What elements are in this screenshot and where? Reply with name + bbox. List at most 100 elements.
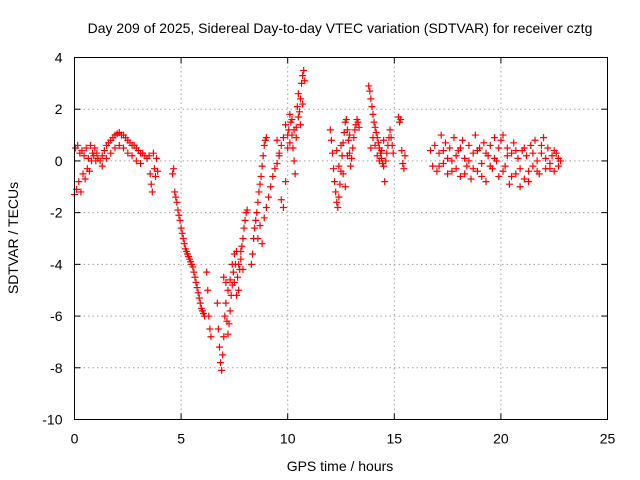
data-point <box>239 235 247 242</box>
data-point <box>342 116 350 124</box>
data-point <box>382 157 390 165</box>
data-point <box>514 154 522 162</box>
chart-title: Day 209 of 2025, Sidereal Day-to-day VTE… <box>88 20 593 36</box>
data-point <box>533 157 541 165</box>
data-point <box>259 152 267 160</box>
data-point <box>253 209 261 217</box>
data-point <box>508 172 516 180</box>
data-point <box>380 162 388 170</box>
data-point <box>145 152 153 160</box>
data-point <box>273 136 281 144</box>
data-point <box>204 286 212 294</box>
data-point <box>375 157 383 165</box>
data-point <box>369 110 377 118</box>
data-point <box>219 351 227 359</box>
data-point <box>431 141 439 149</box>
data-point <box>146 170 154 178</box>
data-point <box>429 162 437 170</box>
data-point <box>354 118 362 126</box>
data-point <box>478 160 486 168</box>
data-point <box>74 141 82 149</box>
y-tick-label: -8 <box>50 360 63 376</box>
data-point <box>370 118 378 126</box>
data-point <box>174 206 182 214</box>
data-point <box>335 162 343 170</box>
y-tick-label: 0 <box>55 153 63 169</box>
data-point <box>529 162 537 170</box>
data-point <box>529 149 537 157</box>
data-point <box>503 152 511 160</box>
data-point <box>482 178 490 186</box>
data-point <box>401 152 409 160</box>
data-point <box>520 175 528 183</box>
data-point <box>520 144 528 152</box>
data-point <box>335 193 343 201</box>
data-point <box>383 149 391 157</box>
data-point <box>441 139 449 147</box>
data-point <box>240 224 248 232</box>
data-point <box>381 178 389 186</box>
data-point <box>299 72 307 80</box>
data-point <box>277 196 285 204</box>
data-point <box>296 95 304 103</box>
y-tick-label: 2 <box>55 101 63 117</box>
data-point <box>229 268 237 276</box>
data-point <box>350 134 358 142</box>
data-point <box>233 291 241 299</box>
data-point <box>214 325 222 333</box>
data-point <box>546 165 554 173</box>
data-point <box>469 149 477 157</box>
data-point <box>503 144 511 152</box>
data-point <box>85 167 93 175</box>
data-point <box>452 165 460 173</box>
data-point <box>380 136 388 144</box>
data-point <box>343 126 351 134</box>
data-point <box>327 136 335 144</box>
data-point <box>482 149 490 157</box>
data-point <box>222 278 230 286</box>
data-point <box>433 167 441 175</box>
data-point <box>178 229 186 237</box>
data-point <box>465 157 473 165</box>
data-point <box>282 178 290 186</box>
data-point <box>491 134 499 142</box>
data-point <box>205 312 213 320</box>
data-point <box>215 343 223 351</box>
data-point <box>222 299 230 307</box>
data-point <box>480 139 488 147</box>
data-point <box>461 170 469 178</box>
data-point <box>491 154 499 162</box>
data-point <box>237 247 245 255</box>
data-point <box>389 149 397 157</box>
data-point <box>450 134 458 142</box>
data-series <box>71 66 565 374</box>
data-point <box>388 141 396 149</box>
data-point <box>387 134 395 142</box>
data-point <box>332 188 340 196</box>
data-point <box>124 149 132 157</box>
data-point <box>336 180 344 188</box>
data-point <box>284 131 292 139</box>
data-point <box>217 359 225 367</box>
data-point <box>176 216 184 224</box>
data-point <box>510 139 518 147</box>
data-point <box>299 100 307 108</box>
data-point <box>341 183 349 191</box>
data-point <box>378 147 386 155</box>
data-point <box>213 299 221 307</box>
data-point <box>486 141 494 149</box>
data-point <box>171 188 179 196</box>
data-point <box>128 152 136 160</box>
data-point <box>262 203 270 211</box>
data-point <box>81 175 89 183</box>
data-point <box>368 103 376 111</box>
data-point <box>225 320 233 328</box>
data-point <box>191 273 199 281</box>
data-point <box>282 121 290 129</box>
data-point <box>93 149 101 157</box>
data-point <box>333 198 341 206</box>
data-point <box>234 273 242 281</box>
data-point <box>435 162 443 170</box>
data-point <box>435 149 443 157</box>
